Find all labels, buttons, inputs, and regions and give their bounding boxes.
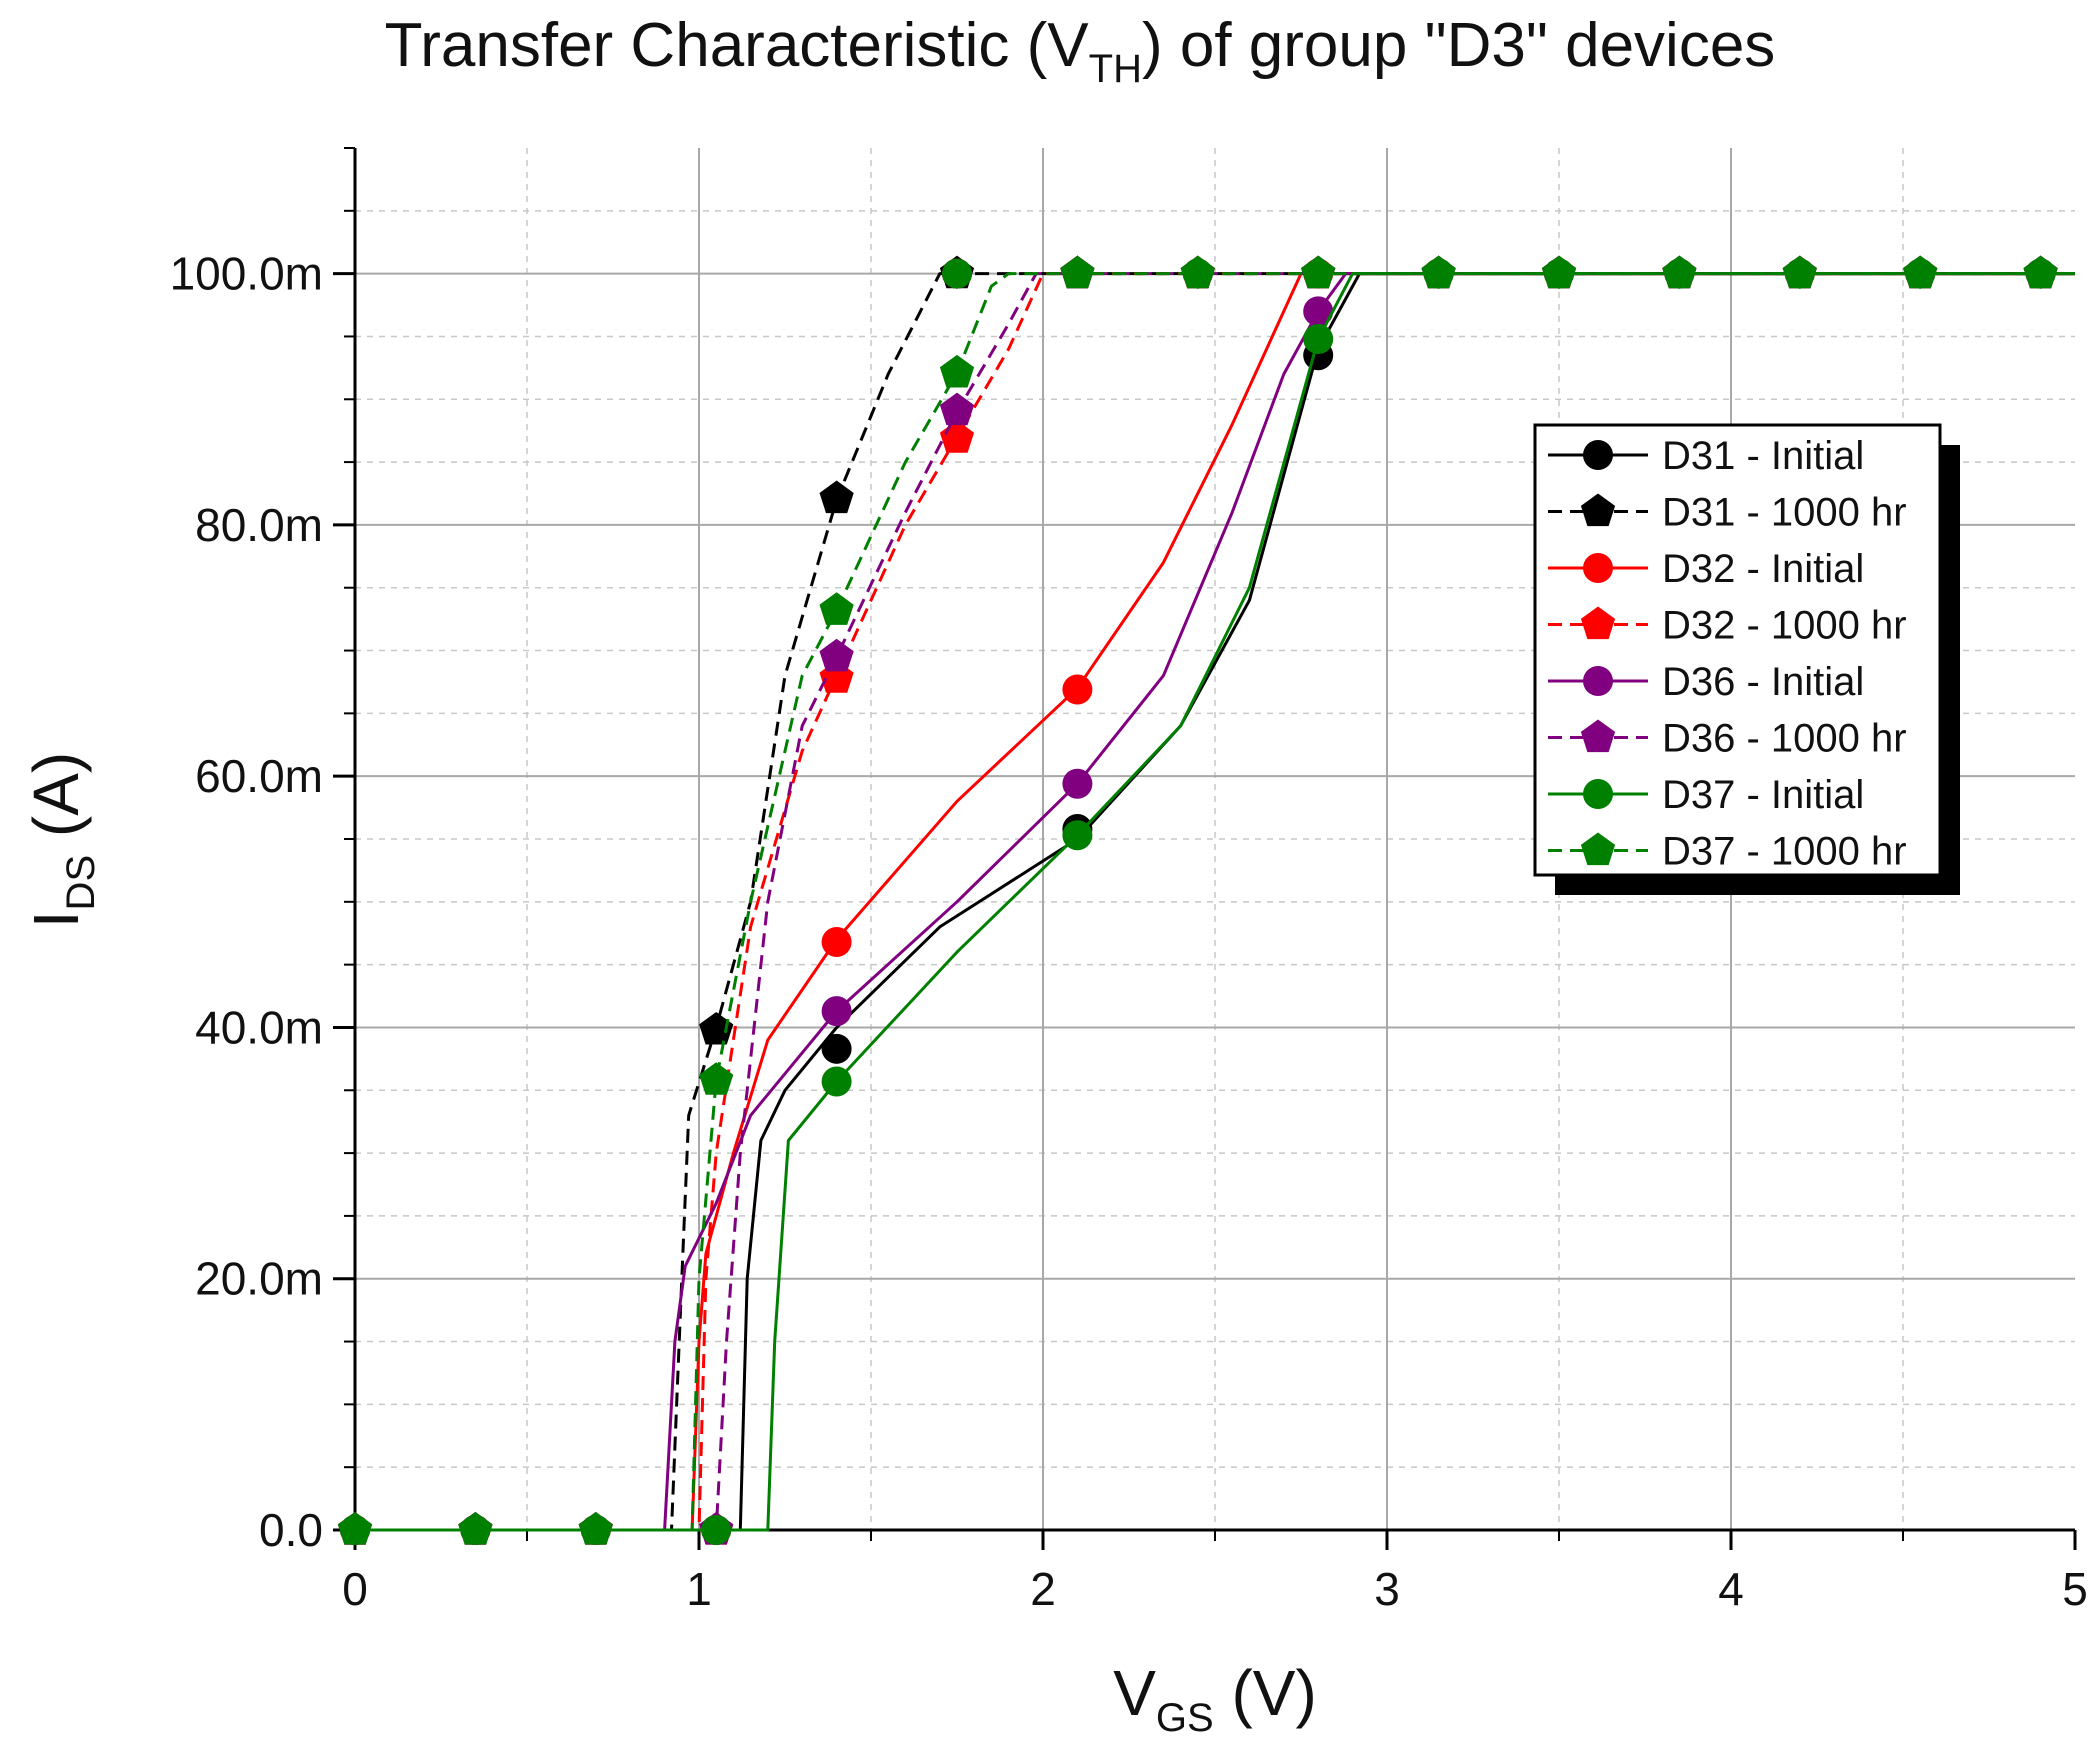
legend-entry-d32-initial: D32 - Initial bbox=[1548, 547, 1864, 591]
y-axis-label: IDS (A) bbox=[20, 752, 103, 928]
legend-entry-d31-initial: D31 - Initial bbox=[1548, 434, 1864, 478]
legend-label-d36-1000-hr: D36 - 1000 hr bbox=[1662, 717, 1907, 761]
legend-marker-d37-initial bbox=[1583, 779, 1613, 809]
legend-entry-d36-1000-hr: D36 - 1000 hr bbox=[1548, 717, 1907, 761]
series-line-d37-1000-hr bbox=[355, 272, 2075, 1532]
legend-entry-d37-initial: D37 - Initial bbox=[1548, 773, 1864, 817]
series-layer bbox=[337, 255, 2075, 1545]
data-point-d31-1000-hr bbox=[699, 1012, 734, 1045]
data-point-d37-1000-hr bbox=[1782, 255, 1817, 289]
data-point-d31-1000-hr bbox=[819, 480, 854, 514]
series-line-d32-1000-hr bbox=[355, 272, 2075, 1532]
data-point-d37-1000-hr bbox=[578, 1512, 613, 1545]
x-tick-label: 5 bbox=[2062, 1563, 2088, 1615]
y-tick-label: 40.0m bbox=[195, 1001, 323, 1053]
legend: D31 - Initial D31 - 1000 hr D32 - Initial D… bbox=[1533, 423, 1960, 895]
data-point-d37-1000-hr bbox=[1662, 255, 1697, 289]
data-point-d36-initial bbox=[1062, 768, 1093, 799]
legend-entry-d31-1000-hr: D31 - 1000 hr bbox=[1548, 491, 1907, 535]
legend-label-d36-initial: D36 - Initial bbox=[1662, 660, 1864, 704]
y-tick-label: 60.0m bbox=[195, 750, 323, 802]
data-point-d36-1000-hr bbox=[819, 638, 854, 672]
legend-marker-d31-1000-hr bbox=[1580, 493, 1616, 527]
legend-label-d31-1000-hr: D31 - 1000 hr bbox=[1662, 491, 1907, 535]
legend-label-d32-initial: D32 - Initial bbox=[1662, 547, 1864, 591]
x-axis-label: VGS (V) bbox=[1113, 1657, 1317, 1740]
legend-label-d31-initial: D31 - Initial bbox=[1662, 434, 1864, 478]
legend-marker-d32-1000-hr bbox=[1580, 606, 1616, 640]
x-tick-label: 2 bbox=[1030, 1563, 1056, 1615]
x-tick-label: 0 bbox=[342, 1563, 368, 1615]
data-point-d37-1000-hr bbox=[1903, 255, 1938, 289]
data-point-d37-1000-hr bbox=[699, 1062, 734, 1095]
data-point-d37-1000-hr bbox=[819, 592, 854, 625]
legend-marker-d37-1000-hr bbox=[1580, 832, 1616, 866]
data-point-d32-initial bbox=[821, 927, 852, 958]
chart-title: Transfer Characteristic (VTH) of group "… bbox=[385, 11, 1776, 91]
x-tick-label: 1 bbox=[686, 1563, 712, 1615]
data-point-d31-initial bbox=[821, 1033, 852, 1064]
y-axis-ticks: 0.0 20.0m 40.0m 60.0m 80.0m 100.0m bbox=[170, 147, 355, 1556]
data-point-d37-1000-hr bbox=[2023, 255, 2058, 289]
data-point-d37-1000-hr bbox=[939, 354, 975, 388]
data-point-d37-1000-hr bbox=[337, 1512, 373, 1545]
data-point-d37-initial bbox=[821, 1066, 852, 1097]
x-tick-label: 4 bbox=[1718, 1563, 1744, 1615]
data-point-d37-initial bbox=[942, 258, 972, 289]
data-point-d36-1000-hr bbox=[939, 392, 975, 426]
series-line-d36-1000-hr bbox=[355, 272, 2075, 1532]
data-point-d36-initial bbox=[821, 996, 852, 1027]
data-point-d37-initial bbox=[1303, 323, 1334, 354]
legend-label-d32-1000-hr: D32 - 1000 hr bbox=[1662, 604, 1907, 648]
legend-entry-d32-1000-hr: D32 - 1000 hr bbox=[1548, 604, 1907, 648]
legend-marker-d36-1000-hr bbox=[1580, 719, 1616, 753]
y-tick-label: 80.0m bbox=[195, 499, 323, 551]
data-point-d36-initial bbox=[1303, 296, 1334, 327]
data-point-d37-initial bbox=[701, 1515, 732, 1545]
legend-label-d37-1000-hr: D37 - 1000 hr bbox=[1662, 830, 1907, 874]
data-point-d37-1000-hr bbox=[1060, 255, 1095, 289]
y-tick-label: 20.0m bbox=[195, 1253, 323, 1305]
data-point-d37-initial bbox=[1062, 820, 1093, 851]
data-point-d37-1000-hr bbox=[1301, 255, 1336, 289]
data-point-d37-1000-hr bbox=[458, 1512, 493, 1545]
series-d37-1000-hr bbox=[337, 255, 2075, 1545]
data-point-d37-1000-hr bbox=[1541, 255, 1577, 289]
legend-entries: D31 - Initial D31 - 1000 hr D32 - Initial D… bbox=[1548, 434, 1907, 874]
y-tick-label: 0.0 bbox=[259, 1504, 323, 1556]
legend-marker-d36-initial bbox=[1583, 666, 1613, 696]
legend-entry-d36-initial: D36 - Initial bbox=[1548, 660, 1864, 704]
legend-marker-d31-initial bbox=[1583, 440, 1613, 470]
data-point-d32-initial bbox=[1062, 674, 1093, 705]
legend-label-d37-initial: D37 - Initial bbox=[1662, 773, 1864, 817]
legend-marker-d32-initial bbox=[1583, 553, 1613, 583]
y-tick-label: 100.0m bbox=[170, 248, 323, 300]
legend-entry-d37-1000-hr: D37 - 1000 hr bbox=[1548, 830, 1907, 874]
x-tick-label: 3 bbox=[1374, 1563, 1400, 1615]
x-axis-ticks: 0 1 2 3 4 5 bbox=[342, 1530, 2088, 1615]
data-point-d37-1000-hr bbox=[1421, 255, 1456, 289]
series-line-d32-initial bbox=[355, 272, 2075, 1532]
data-point-d37-1000-hr bbox=[1180, 255, 1215, 289]
